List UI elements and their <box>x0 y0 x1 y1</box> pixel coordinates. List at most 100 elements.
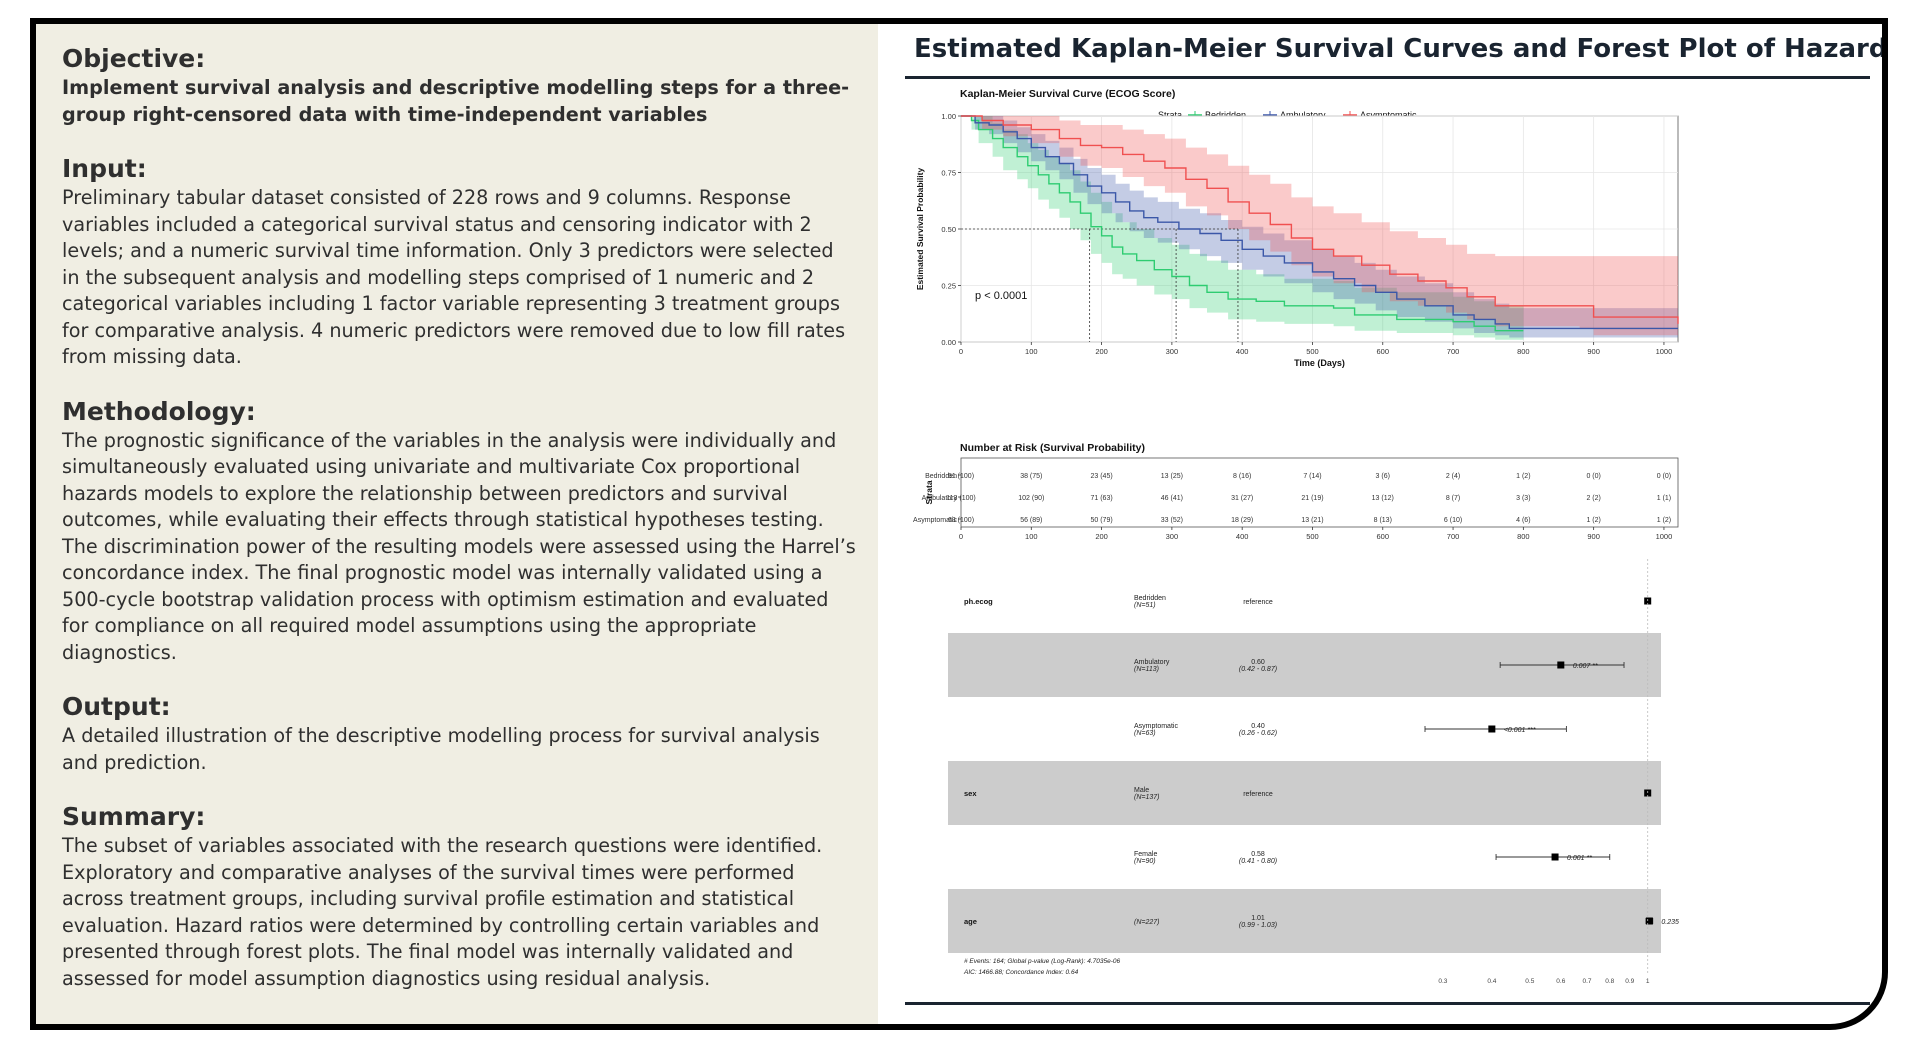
km-y-tick-label: 0.75 <box>941 169 956 178</box>
forest-variable-label: ph.ecog <box>964 597 993 606</box>
forest-row-band <box>948 761 1661 825</box>
forest-x-tick-label: 0.4 <box>1487 978 1496 985</box>
forest-n-label: (N=227) <box>1134 919 1159 926</box>
legend-label-asymptomatic: Asymptomatic <box>1360 110 1417 120</box>
km-x-tick-label: 1000 <box>1656 347 1673 356</box>
risk-cell: 33 (52) <box>1161 517 1183 524</box>
km-pvalue: p < 0.0001 <box>975 290 1027 302</box>
input-section: Input: Preliminary tabular dataset consi… <box>62 154 856 371</box>
risk-cell: 63 (100) <box>948 517 974 524</box>
risk-row-label: Bedridden <box>925 473 957 480</box>
objective-section: Objective: Implement survival analysis a… <box>62 44 856 128</box>
forest-x-tick-label: 0.5 <box>1525 978 1534 985</box>
forest-level-label: Asymptomatic <box>1134 723 1178 730</box>
risk-x-tick-label: 1000 <box>1656 532 1673 541</box>
output-section: Output: A detailed illustration of the d… <box>62 692 856 776</box>
risk-cell: 71 (63) <box>1090 495 1112 502</box>
risk-cell: 31 (27) <box>1231 495 1253 502</box>
km-x-tick-label: 500 <box>1306 347 1319 356</box>
methodology-heading: Methodology: <box>62 396 256 426</box>
output-heading: Output: <box>62 692 171 721</box>
forest-x-tick-label: 0.8 <box>1605 978 1614 985</box>
forest-estimate: reference <box>1243 599 1273 606</box>
risk-x-tick-label: 400 <box>1236 532 1249 541</box>
risk-cell: 8 (13) <box>1374 517 1392 524</box>
forest-footnote-aic: AIC: 1466.88; Concordance Index: 0.64 <box>963 969 1079 976</box>
legend-label-bedridden: Bedridden <box>1205 110 1246 120</box>
forest-x-tick-label: 0.9 <box>1625 978 1634 985</box>
legend-title: Strata <box>1158 110 1182 120</box>
risk-cell: 13 (21) <box>1301 517 1323 524</box>
forest-ci: (0.26 - 0.62) <box>1239 730 1277 737</box>
forest-level-label: Female <box>1134 851 1157 858</box>
forest-footnote-events: # Events: 164; Global p-value (Log-Rank)… <box>964 958 1120 965</box>
forest-x-tick-label: 0.7 <box>1583 978 1592 985</box>
km-x-tick-label: 100 <box>1025 347 1038 356</box>
risk-cell: 4 (6) <box>1516 517 1530 524</box>
risk-x-tick-label: 0 <box>959 532 963 541</box>
forest-x-tick-label: 0.3 <box>1438 978 1447 985</box>
forest-point <box>1551 853 1559 861</box>
legend-label-ambulatory: Ambulatory <box>1280 110 1326 120</box>
output-body: A detailed illustration of the descripti… <box>62 724 820 774</box>
forest-pvalue: 0.007 ** <box>1573 663 1598 670</box>
forest-estimate: 0.58 <box>1251 851 1265 858</box>
risk-title: Number at Risk (Survival Probability) <box>960 442 1145 454</box>
forest-x-tick-label: 1 <box>1646 978 1650 985</box>
km-y-tick-label: 1.00 <box>941 112 956 121</box>
risk-row-label: Asymptomatic <box>913 517 957 524</box>
risk-cell: 51 (100) <box>948 473 974 480</box>
risk-cell: 8 (7) <box>1446 495 1460 502</box>
km-y-tick-label: 0.00 <box>941 338 956 347</box>
forest-pvalue: 0.235 <box>1661 919 1679 926</box>
methodology-section: Methodology: The prognostic significance… <box>62 397 856 667</box>
km-x-tick-label: 800 <box>1517 347 1530 356</box>
forest-level-label: Ambulatory <box>1134 659 1170 666</box>
risk-cell: 8 (16) <box>1233 473 1251 480</box>
risk-cell: 18 (29) <box>1231 517 1253 524</box>
forest-variable-label: age <box>964 917 977 926</box>
risk-cell: 0 (0) <box>1657 473 1671 480</box>
forest-pvalue: <0.001 *** <box>1504 727 1536 734</box>
risk-cell: 1 (2) <box>1516 473 1530 480</box>
methodology-body: The prognostic significance of the varia… <box>62 428 856 664</box>
km-y-axis-label: Estimated Survival Probability <box>915 168 925 291</box>
risk-x-tick-label: 500 <box>1306 532 1319 541</box>
forest-ci: (0.99 - 1.03) <box>1239 922 1277 929</box>
input-body: Preliminary tabular dataset consisted of… <box>62 186 846 368</box>
risk-table-area <box>960 457 1679 528</box>
infographic-frame: Objective: Implement survival analysis a… <box>30 18 1888 1030</box>
km-curve-bedridden <box>961 115 1524 332</box>
km-band-asymptomatic <box>961 116 1678 340</box>
forest-ci: (0.42 - 0.87) <box>1239 666 1277 673</box>
forest-pvalue: 0.001 ** <box>1567 855 1592 862</box>
forest-level-label: Bedridden <box>1134 595 1166 602</box>
forest-n-label: (N=137) <box>1134 794 1159 801</box>
forest-n-label: (N=90) <box>1134 858 1156 865</box>
risk-x-tick-label: 300 <box>1166 532 1179 541</box>
risk-x-tick-label: 900 <box>1587 532 1600 541</box>
forest-n-label: (N=51) <box>1134 602 1156 609</box>
summary-heading: Summary: <box>62 802 206 831</box>
risk-cell: 1 (2) <box>1586 517 1600 524</box>
risk-x-tick-label: 700 <box>1447 532 1460 541</box>
title-rule <box>905 76 1870 79</box>
risk-cell: 102 (90) <box>1018 495 1044 502</box>
risk-cell: 56 (89) <box>1020 517 1042 524</box>
text-panel: Objective: Implement survival analysis a… <box>36 24 878 1024</box>
km-x-tick-label: 900 <box>1587 347 1600 356</box>
summary-body: The subset of variables associated with … <box>62 834 823 990</box>
risk-cell: 1 (2) <box>1657 517 1671 524</box>
risk-x-tick-label: 100 <box>1025 532 1038 541</box>
forest-estimate: 1.01 <box>1251 915 1265 922</box>
figure-title: Estimated Kaplan-Meier Survival Curves a… <box>914 34 1888 64</box>
forest-x-tick-label: 0.6 <box>1556 978 1565 985</box>
risk-cell: 21 (19) <box>1301 495 1323 502</box>
km-x-tick-label: 700 <box>1447 347 1460 356</box>
km-curve-asymptomatic <box>961 115 1679 324</box>
risk-cell: 50 (79) <box>1090 517 1112 524</box>
forest-level-label: Male <box>1134 787 1149 794</box>
risk-cell: 3 (3) <box>1516 495 1530 502</box>
forest-row-band <box>948 889 1661 953</box>
risk-x-tick-label: 200 <box>1095 532 1108 541</box>
